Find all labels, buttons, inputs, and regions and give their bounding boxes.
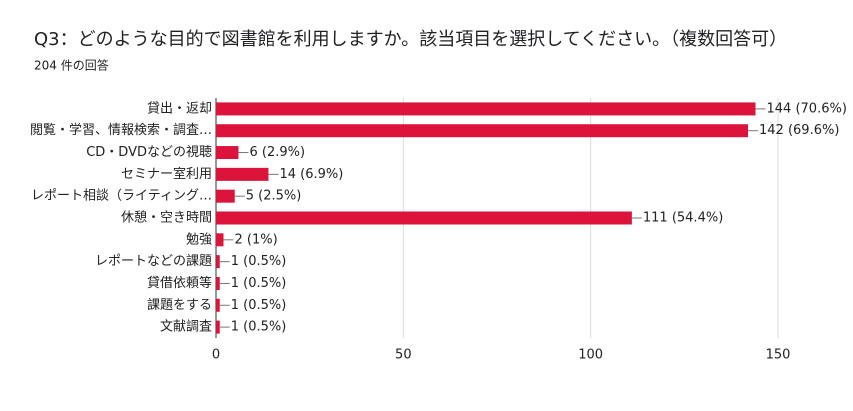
x-tick-label: 150	[766, 348, 791, 363]
y-tick-label: レポートなどの課題	[95, 253, 212, 269]
value-label: 5 (2.5%)	[246, 189, 302, 204]
bar	[216, 146, 239, 160]
x-tick-label: 0	[212, 348, 220, 363]
y-tick-label: 貸借依頼等	[147, 275, 212, 291]
x-tick-label: 100	[578, 348, 603, 363]
value-label: 6 (2.9%)	[249, 145, 305, 160]
bar	[216, 320, 220, 334]
bar	[216, 102, 756, 116]
value-label: 1 (0.5%)	[231, 276, 287, 291]
value-label: 1 (0.5%)	[231, 320, 287, 335]
bar	[216, 167, 269, 181]
bar	[216, 233, 224, 247]
value-label: 2 (1%)	[234, 232, 277, 247]
bar	[216, 189, 235, 203]
value-label: 111 (54.4%)	[643, 211, 723, 226]
x-tick-label: 50	[395, 348, 412, 363]
chart-subtitle: 204 件の回答	[34, 58, 109, 73]
value-label: 1 (0.5%)	[231, 298, 287, 313]
value-label: 14 (6.9%)	[279, 167, 343, 182]
chart-title: Q3：どのような目的で図書館を利用しますか。該当項目を選択してください。（複数回…	[34, 29, 787, 50]
y-tick-label: セミナー室利用	[121, 166, 212, 182]
y-tick-label: 課題をする	[147, 297, 212, 313]
bar	[216, 211, 632, 225]
value-label: 144 (70.6%)	[767, 101, 847, 116]
y-tick-label: 勉強	[186, 232, 212, 247]
y-tick-label: 貸出・返却	[147, 100, 212, 116]
y-tick-label: 閲覧・学習、情報検索・調査…	[30, 122, 212, 138]
bar	[216, 124, 749, 138]
y-tick-label: CD・DVDなどの視聴	[86, 145, 212, 160]
bar	[216, 298, 220, 312]
bar	[216, 255, 220, 269]
bar	[216, 276, 220, 290]
value-label: 142 (69.6%)	[759, 123, 839, 138]
y-tick-label: 休憩・空き時間	[121, 210, 212, 226]
y-tick-label: レポート相談（ライティング…	[31, 188, 212, 204]
y-tick-label: 文献調査	[160, 320, 212, 335]
value-label: 1 (0.5%)	[231, 254, 287, 269]
